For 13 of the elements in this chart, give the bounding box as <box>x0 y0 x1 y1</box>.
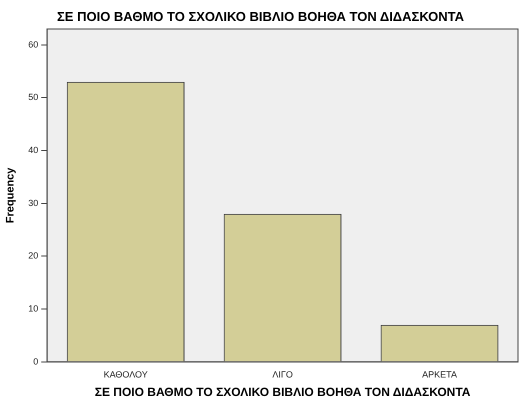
x-tick-label: ΚΑΘΟΛΟΥ <box>104 370 148 380</box>
y-tick-label: 50 <box>28 92 38 102</box>
y-axis-title: Frequency <box>4 166 17 224</box>
y-tick-label: 40 <box>28 144 38 155</box>
y-tick-label: 60 <box>28 39 38 50</box>
x-tick-label: ΑΡΚΕΤΑ <box>422 370 457 380</box>
x-tick-label: ΛΙΓΟ <box>272 370 293 380</box>
y-tick-label: 10 <box>28 303 38 314</box>
x-axis-title: ΣΕ ΠΟΙΟ ΒΑΘΜΟ ΤΟ ΣΧΟΛΙΚΟ ΒΙΒΛΙΟ ΒΟΗΘΑ ΤΟΝ ΔΙΔΑΣΚΟΝΤΑ <box>94 385 471 400</box>
chart-title: ΣΕ ΠΟΙΟ ΒΑΘΜΟ ΤΟ ΣΧΟΛΙΚΟ ΒΙΒΛΙΟ ΒΟΗΘΑ ΤΟΝ ΔΙΔΑΣΚΟΝΤΑ <box>57 9 464 24</box>
y-tick-label: 30 <box>28 198 38 208</box>
y-tick-label: 0 <box>33 356 38 366</box>
y-tick-label: 20 <box>28 250 38 261</box>
